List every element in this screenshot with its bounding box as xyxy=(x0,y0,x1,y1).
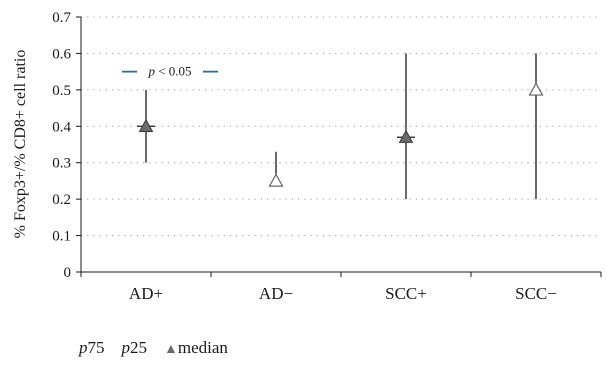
y-tick-label: 0 xyxy=(64,265,72,281)
median-marker xyxy=(138,118,154,132)
y-tick-label: 0.7 xyxy=(52,10,71,26)
y-tick-label: 0.3 xyxy=(52,156,71,172)
y-tick-label: 0.5 xyxy=(52,83,71,99)
y-axis-title: % Foxp3+/% CD8+ cell ratio xyxy=(12,50,29,239)
y-tick-label: 0.6 xyxy=(52,46,71,62)
legend-item-label: 75 xyxy=(88,338,105,357)
y-tick-label: 0.2 xyxy=(52,192,71,208)
x-category-label: AD+ xyxy=(129,284,163,303)
gridlines xyxy=(81,16,601,237)
significance-label: p < 0.05 xyxy=(147,64,191,79)
legend: p75 p25 ▲median xyxy=(78,338,228,357)
legend-gap xyxy=(105,338,122,357)
significance-annotation: p < 0.05 xyxy=(122,64,218,79)
series xyxy=(137,53,544,200)
y-ticks: 0 0.1 0.2 0.3 0.4 0.5 0.6 0.7 xyxy=(52,10,81,281)
x-category-label: SCC+ xyxy=(385,284,427,303)
legend-item-label: 25 xyxy=(130,338,147,357)
x-category-label: SCC− xyxy=(515,284,557,303)
x-categories: AD+ AD− SCC+ SCC− xyxy=(80,272,602,303)
significance-label-value: < 0.05 xyxy=(155,64,192,79)
median-marker xyxy=(268,173,284,187)
y-tick-label: 0.1 xyxy=(52,229,71,245)
axes xyxy=(80,17,601,273)
legend-text: p75 p25 ▲median xyxy=(78,338,228,357)
significance-label-p: p xyxy=(147,64,155,79)
legend-item-label: median xyxy=(178,338,229,357)
legend-item-prefix: p xyxy=(78,338,88,357)
legend-median-symbol: ▲ xyxy=(164,342,178,357)
y-tick-label: 0.4 xyxy=(52,119,71,135)
x-category-label: AD− xyxy=(259,284,293,303)
median-marker xyxy=(528,82,544,96)
legend-item-prefix: p xyxy=(121,338,131,357)
legend-gap xyxy=(147,338,164,357)
median-marker xyxy=(398,129,414,143)
